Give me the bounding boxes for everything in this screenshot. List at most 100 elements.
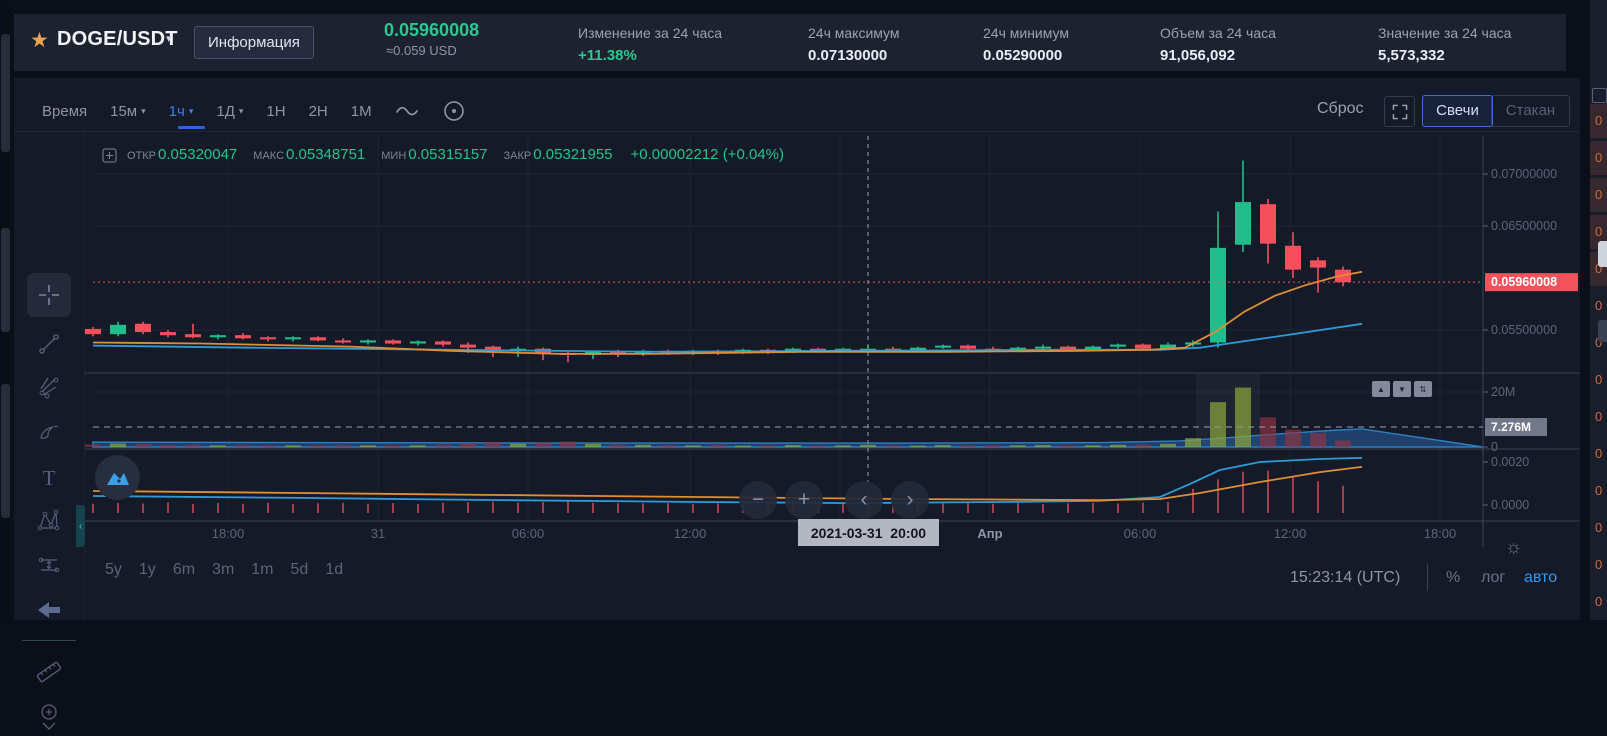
interval-toolbar: Время 15м ▾ 1ч ▾ 1Д ▾ 1Н 2Н 1М bbox=[42, 96, 489, 126]
stat-value: 0.05290000 bbox=[983, 47, 1063, 64]
interval-label: 1Д bbox=[216, 102, 235, 120]
orderbook-checkbox-fragment[interactable] bbox=[1592, 88, 1607, 103]
active-interval-underline bbox=[178, 126, 205, 129]
stat-change-24h: Изменение за 24 часа +11.38% bbox=[578, 25, 722, 64]
crosshair-tool-button[interactable] bbox=[27, 273, 71, 317]
interval-1w[interactable]: 1Н bbox=[266, 102, 286, 120]
interval-label: 15м bbox=[110, 102, 138, 120]
interval-1h[interactable]: 1ч ▾ bbox=[169, 103, 194, 120]
stat-value: 91,056,092 bbox=[1160, 47, 1236, 64]
xabcd-pattern-tool-button[interactable] bbox=[27, 502, 71, 540]
svg-text:T: T bbox=[43, 466, 56, 490]
text-tool-button[interactable]: T bbox=[27, 459, 71, 497]
time-mode-label[interactable]: Время bbox=[42, 102, 88, 120]
sidebar-collapse-handle[interactable]: ‹ bbox=[76, 505, 85, 547]
range-selector: 5y 1y 6m 3m 1m 5d 1d bbox=[105, 561, 343, 579]
orderbook-row-fragment[interactable]: 0 bbox=[1595, 557, 1603, 572]
range-5y[interactable]: 5y bbox=[105, 561, 122, 578]
legend-change: +0.00002212 (+0.04%) bbox=[630, 145, 784, 163]
orderbook-row-fragment[interactable]: 0 bbox=[1595, 594, 1603, 609]
magnifier-zoom-icon bbox=[41, 704, 57, 730]
fullscreen-icon bbox=[1392, 104, 1407, 119]
stat-volume-24h: Объем за 24 часа 91,056,092 bbox=[1160, 25, 1276, 64]
arrow-left-icon bbox=[38, 602, 60, 618]
orderbook-input-fragment bbox=[1598, 241, 1607, 267]
pattern-icon bbox=[37, 509, 60, 531]
pair-title[interactable]: DOGE/USDT bbox=[57, 28, 178, 50]
orderbook-row-fragment[interactable]: 0 bbox=[1595, 372, 1603, 387]
position-tool-button[interactable] bbox=[27, 546, 71, 584]
line-chart-icon[interactable] bbox=[395, 104, 419, 118]
orderbook-row-fragment[interactable]: 0 bbox=[1595, 446, 1603, 461]
reset-button[interactable]: Сброс bbox=[1317, 100, 1364, 117]
interval-15m[interactable]: 15м ▾ bbox=[110, 103, 146, 120]
chevron-down-icon: ▾ bbox=[141, 105, 146, 116]
indicator-logo-button[interactable] bbox=[95, 455, 140, 500]
pan-left-button[interactable]: ‹ bbox=[845, 481, 883, 519]
legend-low-value: 0.05315157 bbox=[408, 145, 488, 163]
interval-1d[interactable]: 1Д ▾ bbox=[216, 103, 243, 120]
orderbook-row-fragment[interactable]: 0 bbox=[1590, 141, 1607, 175]
pane-move-up-button[interactable]: ▲ bbox=[1372, 381, 1390, 397]
zoom-in-button[interactable]: + bbox=[785, 481, 823, 519]
range-6m[interactable]: 6m bbox=[172, 561, 196, 578]
crosshair-icon bbox=[39, 285, 59, 305]
pan-right-button[interactable]: › bbox=[891, 481, 929, 519]
sidebar-divider bbox=[22, 640, 76, 641]
stat-label: Объем за 24 часа bbox=[1160, 25, 1276, 41]
orderbook-row-fragment[interactable]: 0 bbox=[1595, 520, 1603, 535]
range-1m[interactable]: 1m bbox=[251, 561, 274, 578]
log-scale-button[interactable]: лог bbox=[1481, 569, 1506, 586]
trendline-tool-button[interactable] bbox=[27, 325, 71, 363]
legend-high-value: 0.05348751 bbox=[286, 145, 366, 163]
measure-ruler-button[interactable] bbox=[27, 653, 71, 691]
range-5d[interactable]: 5d bbox=[290, 561, 309, 578]
pane-move-down-button[interactable]: ▼ bbox=[1393, 381, 1411, 397]
chevron-down-icon: ▾ bbox=[188, 105, 194, 116]
stat-label: 24ч максимум bbox=[808, 25, 900, 41]
orderbook-row-fragment[interactable]: 0 bbox=[1590, 104, 1607, 138]
range-1y[interactable]: 1y bbox=[138, 561, 156, 578]
orderbook-row-fragment[interactable]: 0 bbox=[1595, 298, 1603, 313]
last-price-usd: ≈0.059 USD bbox=[386, 43, 457, 58]
fan-lines-icon bbox=[39, 377, 59, 399]
orderbook-row-fragment[interactable]: 0 bbox=[1595, 409, 1603, 424]
orderbook-row-fragment[interactable]: 0 bbox=[1590, 215, 1607, 249]
view-depth-button[interactable]: Стакан bbox=[1491, 95, 1570, 127]
interval-2w[interactable]: 2Н bbox=[308, 102, 328, 120]
info-button[interactable]: Информация bbox=[194, 26, 314, 59]
zoom-tool-button[interactable] bbox=[27, 698, 71, 736]
stat-value: 0.07130000 bbox=[808, 47, 888, 64]
axis-settings-sun-icon[interactable]: ☼ bbox=[1505, 537, 1523, 558]
stat-label: Значение за 24 часа bbox=[1378, 25, 1512, 41]
interval-1mo[interactable]: 1М bbox=[350, 102, 372, 120]
pane-maximize-button[interactable]: ⇅ bbox=[1414, 381, 1432, 397]
toolbar-divider bbox=[14, 131, 1580, 132]
auto-scale-button[interactable]: авто bbox=[1524, 569, 1558, 586]
stat-value: +11.38% bbox=[578, 47, 637, 64]
range-1d[interactable]: 1d bbox=[325, 561, 344, 578]
orderbook-row-fragment[interactable]: 0 bbox=[1595, 483, 1603, 498]
stat-value-24h: Значение за 24 часа 5,573,332 bbox=[1378, 25, 1511, 64]
undo-back-button[interactable] bbox=[27, 591, 71, 629]
indicator-target-icon[interactable] bbox=[442, 99, 466, 123]
legend-open-label: ОТКР bbox=[127, 149, 157, 162]
fullscreen-button[interactable] bbox=[1384, 96, 1415, 127]
orderbook-row-fragment[interactable]: 0 bbox=[1590, 178, 1607, 212]
orderbook-row-fragment[interactable]: 0 bbox=[1595, 335, 1603, 350]
legend-open-value: 0.05320047 bbox=[158, 145, 238, 163]
window-scroll-strip[interactable] bbox=[0, 0, 11, 620]
view-candles-button[interactable]: Свечи bbox=[1422, 95, 1493, 127]
gann-fan-tool-button[interactable] bbox=[27, 368, 71, 406]
orderbook-button-fragment bbox=[1598, 320, 1607, 342]
favorite-star-icon[interactable]: ★ bbox=[30, 29, 49, 52]
volume-pane-controls: ▲ ▼ ⇅ bbox=[1372, 381, 1432, 397]
range-3m[interactable]: 3m bbox=[212, 561, 235, 578]
percent-scale-button[interactable]: % bbox=[1446, 569, 1461, 586]
zoom-out-button[interactable]: − bbox=[739, 481, 777, 519]
stat-low-24h: 24ч минимум 0.05290000 bbox=[983, 25, 1069, 64]
pair-dropdown-caret-icon[interactable]: ▾ bbox=[166, 33, 172, 45]
brush-tool-button[interactable] bbox=[27, 413, 71, 451]
grid-plus-icon[interactable] bbox=[102, 148, 117, 163]
